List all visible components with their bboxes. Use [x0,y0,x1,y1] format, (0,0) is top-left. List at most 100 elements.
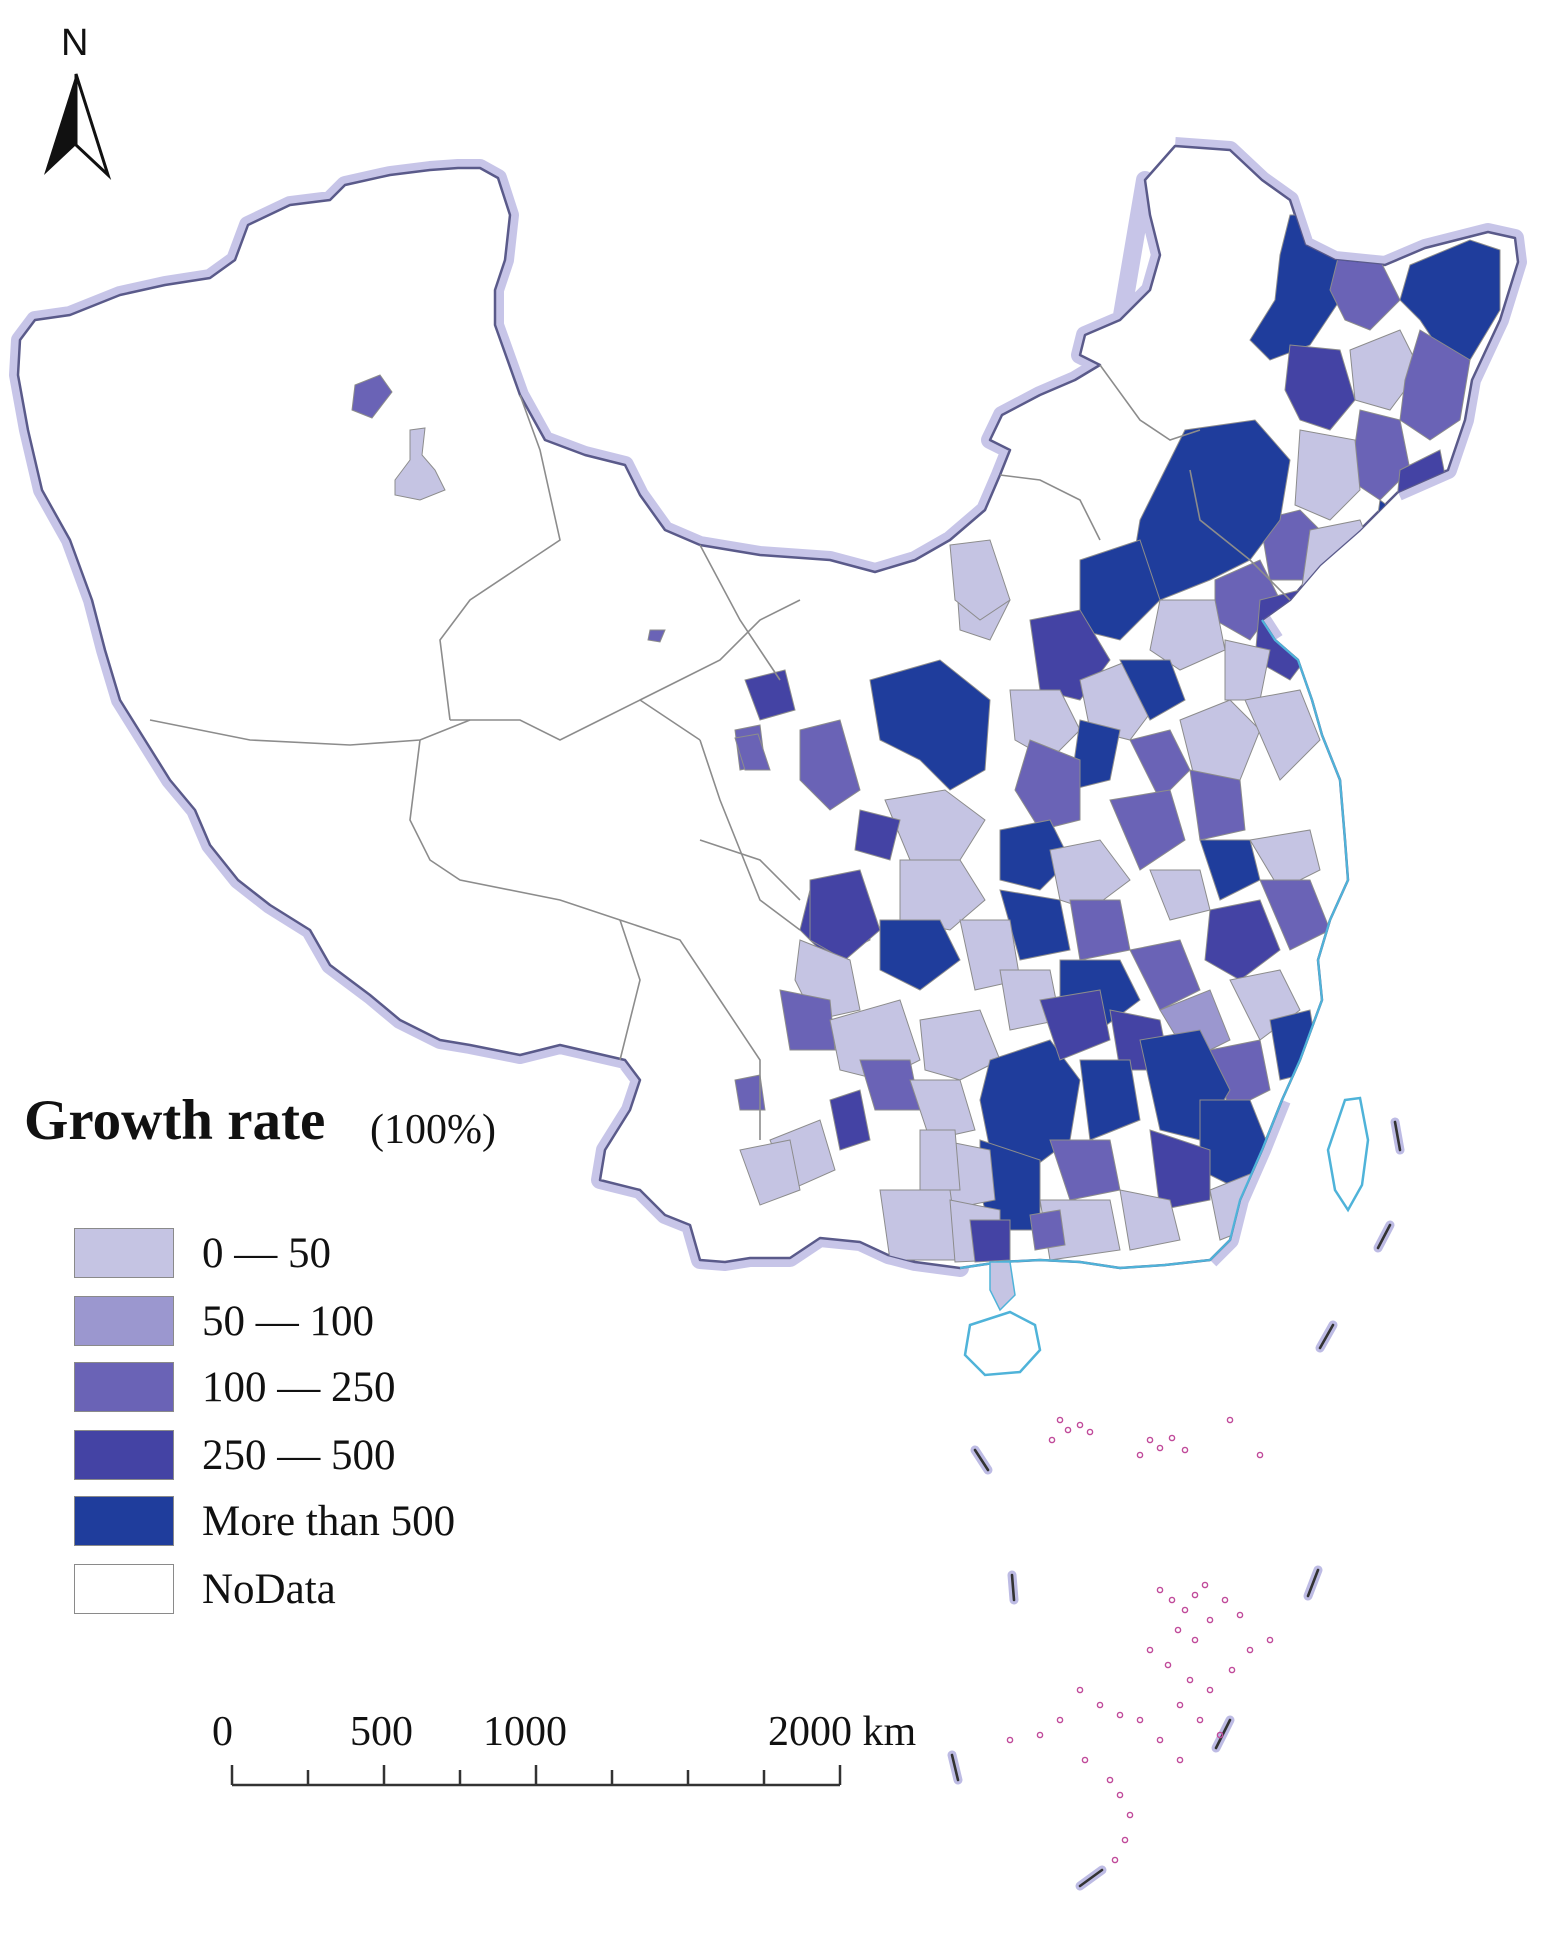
island-dot [1206,1616,1214,1624]
region [1129,419,1291,601]
region [799,719,861,811]
island-dot [1048,1436,1056,1444]
island-dot [1116,1711,1124,1719]
region [1149,1129,1211,1211]
island-dot [1156,1586,1164,1594]
island-dot [1221,1596,1229,1604]
legend-unit: (100%) [370,1107,496,1153]
region [1009,689,1081,761]
scale-label-0: 0 [212,1709,233,1755]
legend-swatch [74,1430,174,1480]
island-dot [1174,1626,1182,1634]
region [1049,839,1131,911]
region [1014,739,1081,831]
region [879,1189,961,1261]
region [394,427,446,501]
legend-label: 100 — 250 [202,1364,396,1411]
region [899,859,986,931]
island-dot [1106,1776,1114,1784]
island-dot [1196,1716,1204,1724]
region [1149,599,1226,671]
island-dot [1136,1451,1144,1459]
island-dot [1266,1636,1274,1644]
island-dot [1176,1756,1184,1764]
scale-bar [230,1765,842,1787]
region [909,1079,976,1141]
island-dot [1064,1426,1072,1434]
legend-label: 50 — 100 [202,1298,374,1345]
region [884,789,986,861]
north-label: N [61,22,89,64]
south-sea-islands [1006,1416,1274,1864]
province-boundaries [149,364,1291,1140]
island-dot [1081,1756,1089,1764]
legend-swatch [74,1228,174,1278]
legend-label: More than 500 [202,1498,456,1545]
hainan-island [963,1310,1042,1377]
island-dot [1156,1444,1164,1452]
region [734,733,771,771]
scale-label-2000: 2000 km [768,1709,917,1755]
island-dot [1146,1436,1154,1444]
region [1284,344,1356,431]
coastline [959,619,1350,1270]
region [949,539,1011,621]
island-dot [1121,1836,1129,1844]
island-dot [1191,1636,1199,1644]
region [809,869,881,961]
legend-swatch [74,1496,174,1546]
island-dot [1201,1581,1209,1589]
island-dot [1246,1646,1254,1654]
leizhou-peninsula [989,1261,1016,1312]
island-dot [1096,1701,1104,1709]
region [869,659,991,791]
legend-label: 0 — 50 [202,1230,331,1277]
island-dot [1076,1686,1084,1694]
region [647,629,666,643]
region [779,989,836,1051]
region [1109,789,1186,871]
island-dot [1236,1611,1244,1619]
region [919,1129,961,1191]
scale-label-500: 500 [350,1709,413,1755]
region [1069,899,1131,961]
region [1244,689,1321,781]
region [1119,659,1186,721]
island-dot [1006,1736,1014,1744]
region [1039,989,1111,1061]
island-dot [1156,1736,1164,1744]
legend-swatch [74,1296,174,1346]
island-dot [1186,1676,1194,1684]
region [979,1039,1081,1171]
island-dot [1056,1716,1064,1724]
region [969,1219,1011,1263]
region [1399,329,1471,441]
island-dot [1256,1451,1264,1459]
island-dot [1176,1701,1184,1709]
region [351,374,393,419]
region [1249,829,1321,891]
region [829,1089,871,1151]
region [1079,1059,1141,1141]
legend-label: 250 — 500 [202,1432,396,1479]
island-dot [1136,1716,1144,1724]
scale-label-1000: 1000 [483,1709,567,1755]
island-dot [1206,1686,1214,1694]
region [744,669,796,721]
island-dot [1168,1434,1176,1442]
region [999,889,1071,961]
island-dot [1116,1791,1124,1799]
region [1299,519,1381,611]
region [854,809,901,861]
island-dot [1086,1428,1094,1436]
island-dot [1056,1416,1064,1424]
taiwan-island [1326,1096,1370,1213]
region [1119,1189,1181,1251]
region [1294,429,1361,521]
island-dot [1168,1596,1176,1604]
legend-swatch [74,1564,174,1614]
nine-dash-line-core [950,1120,1402,1888]
north-arrow-icon [44,73,112,181]
legend-label: NoData [202,1566,336,1613]
